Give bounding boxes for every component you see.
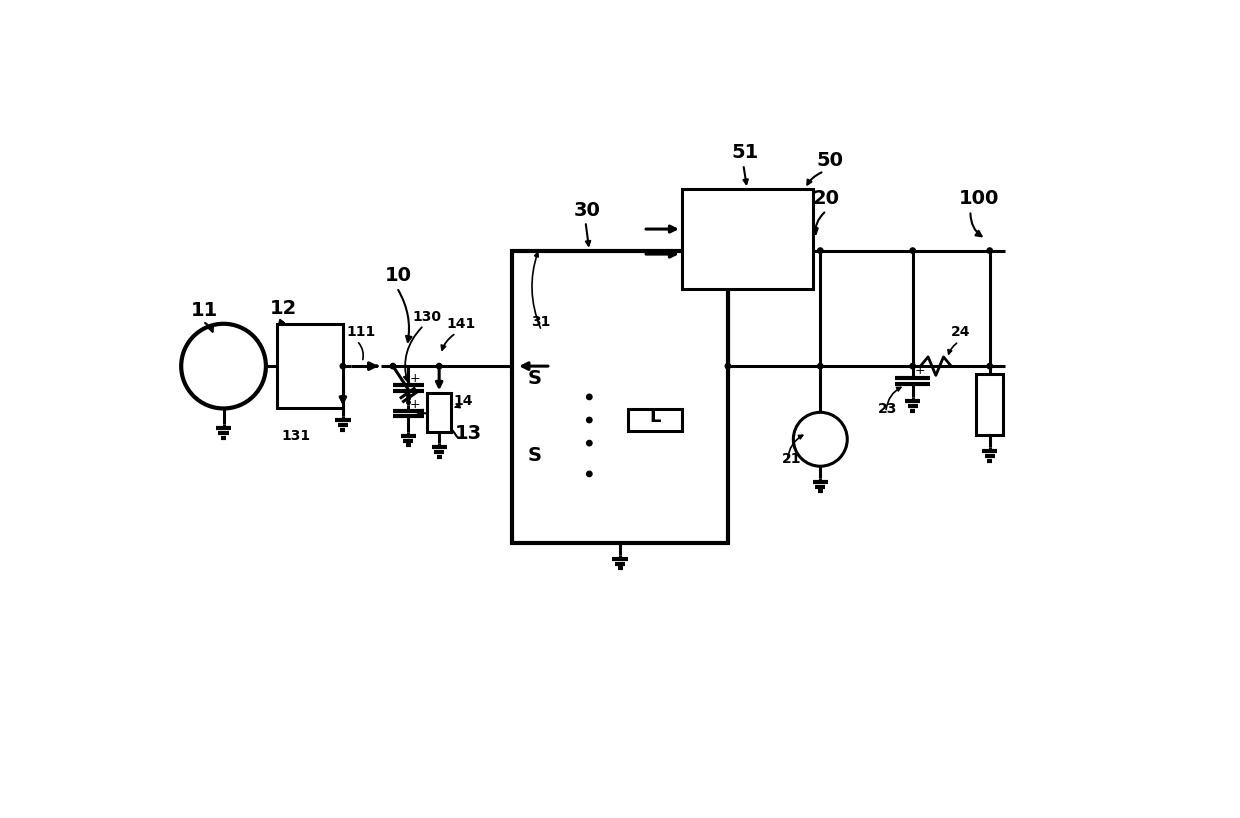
Text: +: +	[410, 372, 420, 385]
Circle shape	[436, 363, 441, 369]
Text: 14: 14	[453, 394, 472, 408]
Circle shape	[817, 363, 823, 369]
Text: 111: 111	[347, 326, 376, 339]
Text: -: -	[915, 376, 920, 389]
Text: 23: 23	[878, 402, 898, 416]
Text: 30: 30	[574, 201, 600, 220]
Text: 24: 24	[951, 326, 971, 339]
Text: -: -	[410, 408, 414, 421]
Text: 100: 100	[959, 189, 999, 209]
Text: 20: 20	[812, 189, 839, 209]
Circle shape	[987, 248, 992, 254]
Circle shape	[587, 440, 591, 446]
Circle shape	[587, 417, 591, 423]
Bar	[427, 393, 451, 432]
Text: 11: 11	[191, 301, 218, 320]
Circle shape	[817, 248, 823, 254]
Text: 21: 21	[781, 452, 801, 466]
Text: L: L	[650, 408, 661, 426]
Text: 141: 141	[446, 317, 476, 331]
Text: 31: 31	[532, 315, 551, 329]
Bar	[976, 374, 1003, 435]
Circle shape	[910, 248, 915, 254]
Text: 50: 50	[816, 151, 843, 170]
Circle shape	[987, 363, 992, 369]
Bar	[278, 324, 343, 408]
Text: S: S	[528, 446, 542, 465]
Text: 10: 10	[386, 267, 412, 285]
Circle shape	[587, 471, 591, 477]
Text: +: +	[915, 364, 925, 377]
Text: 12: 12	[270, 299, 298, 318]
Text: -: -	[410, 384, 414, 397]
Circle shape	[725, 363, 730, 369]
Text: S: S	[528, 369, 542, 388]
Circle shape	[587, 394, 591, 400]
Text: 131: 131	[281, 429, 310, 443]
Bar	[627, 409, 682, 431]
Circle shape	[910, 363, 915, 369]
Text: 51: 51	[732, 143, 759, 162]
Circle shape	[391, 363, 396, 369]
Text: +: +	[410, 398, 420, 411]
Bar	[682, 189, 812, 289]
Bar	[512, 250, 728, 543]
Text: 130: 130	[412, 310, 441, 324]
Circle shape	[340, 363, 346, 369]
Text: 13: 13	[455, 424, 481, 443]
